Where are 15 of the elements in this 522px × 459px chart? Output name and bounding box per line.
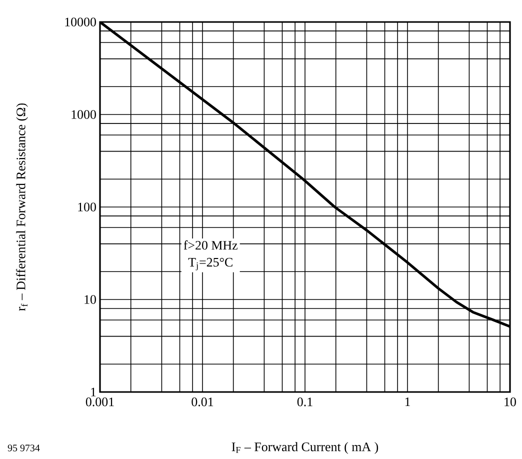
x-tick-label: 0.001 [86,398,114,406]
y-tick-label: 1 [91,388,96,396]
y-tick-label: 10000 [65,18,96,26]
annotation: f>20 MHz [184,240,238,250]
y-tick-label: 10 [84,295,96,304]
x-tick-label: 0.01 [192,398,214,406]
x-tick-label: 1 [405,398,410,406]
text: 95 9734 [8,444,40,452]
y-tick-label: 100 [78,202,96,212]
x-tick-label: 10 [504,398,516,406]
x-tick-label: 0.1 [297,398,312,406]
annotation: T$_{j}$=25°C [188,258,232,270]
x-axis-title: I$_{F}$ – Forward Current ( mA ) [232,442,378,454]
y-axis-title: r$_{f}$ – Differential Forward Resistance (Ω) [16,103,28,311]
y-tick-label: 1000 [72,110,96,119]
